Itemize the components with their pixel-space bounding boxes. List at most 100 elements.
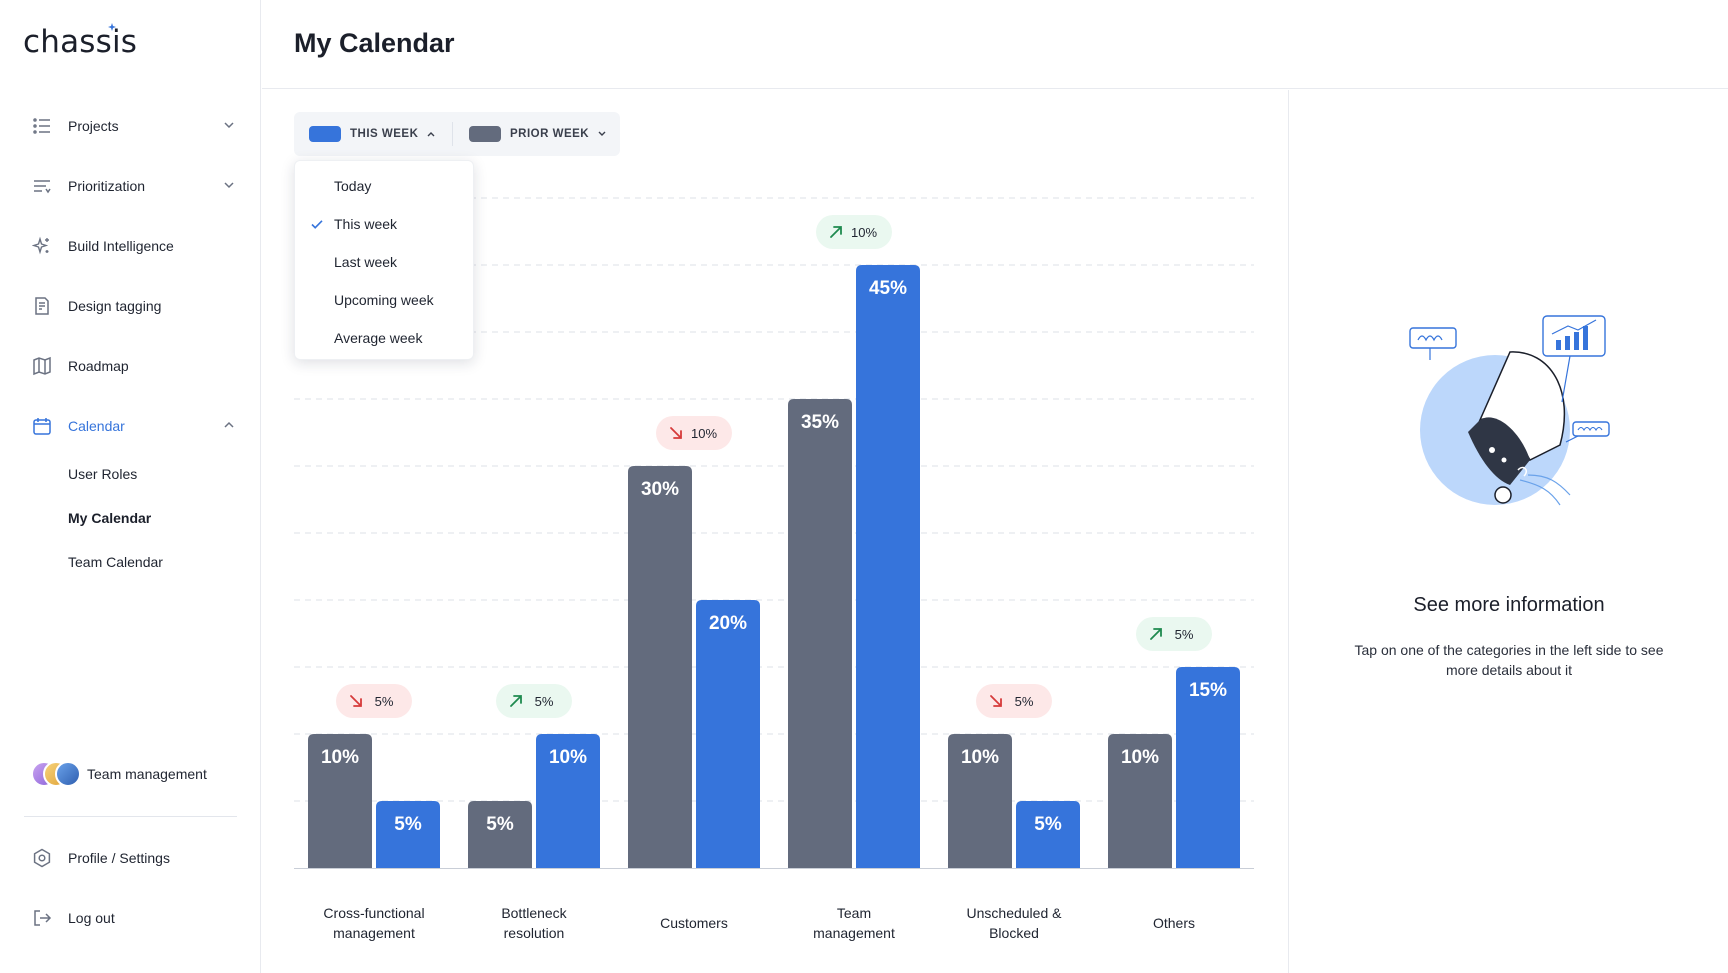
bar-this-week xyxy=(1016,801,1080,868)
sidebar-item-calendar[interactable]: Calendar xyxy=(31,411,236,441)
change-badge xyxy=(976,684,1052,718)
arrow-down-right-icon xyxy=(990,695,1002,707)
settings-icon xyxy=(31,847,53,869)
profile-settings-link[interactable]: Profile / Settings xyxy=(31,843,236,873)
chevron-down-icon[interactable] xyxy=(222,118,236,132)
bar-prior-week xyxy=(308,734,372,868)
bar-this-week xyxy=(536,734,600,868)
change-badge xyxy=(1136,617,1212,651)
category-label: management xyxy=(333,925,415,941)
bar-value-label: 45% xyxy=(869,278,907,299)
bar-prior-week xyxy=(788,399,852,868)
sidebar-item-roadmap[interactable]: Roadmap xyxy=(31,351,236,381)
category-label: resolution xyxy=(504,925,565,941)
bar-value-label: 15% xyxy=(1189,680,1227,701)
arrow-up-right-icon xyxy=(510,695,522,707)
sidebar-sub-team-calendar[interactable]: Team Calendar xyxy=(68,554,163,570)
megaphone-illustration xyxy=(1409,315,1610,506)
avatar xyxy=(55,761,81,787)
category-label: Others xyxy=(1153,915,1195,931)
bar-value-label: 5% xyxy=(1034,814,1062,835)
dropdown-option-last-week[interactable]: Last week xyxy=(295,247,475,277)
dropdown-option-this-week[interactable]: This week xyxy=(295,209,475,239)
chevron-up-icon xyxy=(427,132,435,137)
team-avatars xyxy=(31,761,85,787)
bar-value-label: 10% xyxy=(549,747,587,768)
change-badge-label: 5% xyxy=(535,694,554,709)
sidebar-item-label: Calendar xyxy=(68,418,125,434)
change-badge xyxy=(656,416,732,450)
week-dropdown-menu: Today This week Last week Upcoming week … xyxy=(294,160,474,360)
legend-bar: THIS WEEK PRIOR WEEK xyxy=(294,112,620,156)
bar-this-week xyxy=(696,600,760,868)
sidebar-item-label: Roadmap xyxy=(68,358,129,374)
logout-link[interactable]: Log out xyxy=(31,903,236,933)
sidebar-item-design-tagging[interactable]: Design tagging xyxy=(31,291,236,321)
dropdown-option-label: Last week xyxy=(334,254,398,270)
dropdown-option-label: Average week xyxy=(334,330,423,346)
logout-label: Log out xyxy=(68,910,115,926)
dropdown-option-label: Today xyxy=(334,178,372,194)
bar-this-week xyxy=(1176,667,1240,868)
category-label: Customers xyxy=(660,915,728,931)
category-label: Unscheduled & xyxy=(967,905,1063,921)
chevron-down-icon[interactable] xyxy=(222,178,236,192)
arrow-down-right-icon xyxy=(670,427,682,439)
sidebar-item-label: Design tagging xyxy=(68,298,162,314)
sidebar-sub-user-roles[interactable]: User Roles xyxy=(68,466,138,482)
bar-value-label: 5% xyxy=(486,814,514,835)
dropdown-option-label: Upcoming week xyxy=(334,292,434,308)
info-panel-title: See more information xyxy=(1413,594,1605,616)
prior-week-label: PRIOR WEEK xyxy=(510,128,590,140)
chart-panel: 10% 5% 5% Cross-functional management 5% 10% 5%… xyxy=(262,90,1289,973)
dropdown-option-today[interactable]: Today xyxy=(295,171,475,201)
team-management-link[interactable]: Team management xyxy=(31,760,207,788)
sidebar-item-label: Projects xyxy=(68,118,119,134)
sidebar-item-prioritization[interactable]: Prioritization xyxy=(31,171,236,201)
sidebar-item-projects[interactable]: Projects xyxy=(31,111,236,141)
check-icon xyxy=(311,220,323,229)
dropdown-option-upcoming-week[interactable]: Upcoming week xyxy=(295,285,475,315)
sidebar: chassis Projects Prioritization Build In… xyxy=(0,0,261,973)
bar-this-week xyxy=(856,265,920,868)
this-week-label: THIS WEEK xyxy=(350,128,419,140)
sidebar-item-label: Build Intelligence xyxy=(68,238,174,254)
bar-value-label: 10% xyxy=(1121,747,1159,768)
page-header: My Calendar xyxy=(262,0,1728,89)
calendar-icon xyxy=(31,415,53,437)
change-badge-label: 10% xyxy=(851,225,877,240)
logout-icon xyxy=(31,907,53,929)
bar-value-label: 35% xyxy=(801,412,839,433)
info-panel-description: Tap on one of the categories in the left… xyxy=(1354,642,1664,678)
category-label: Blocked xyxy=(989,925,1039,941)
sidebar-item-build-intelligence[interactable]: Build Intelligence xyxy=(31,231,236,261)
change-badge xyxy=(816,215,892,249)
chevron-up-icon[interactable] xyxy=(222,418,236,432)
arrow-up-right-icon xyxy=(1150,628,1162,640)
filter-lines-icon xyxy=(31,175,53,197)
chevron-down-icon xyxy=(598,131,606,136)
dropdown-option-label: This week xyxy=(334,216,398,232)
sidebar-sub-my-calendar[interactable]: My Calendar xyxy=(68,510,152,526)
bar-this-week xyxy=(376,801,440,868)
page-title: My Calendar xyxy=(294,28,455,58)
bar-prior-week xyxy=(1108,734,1172,868)
bar-value-label: 20% xyxy=(709,613,747,634)
sidebar-item-label: Prioritization xyxy=(68,178,146,194)
bar-value-label: 5% xyxy=(394,814,422,835)
legend-separator xyxy=(452,122,453,146)
profile-settings-label: Profile / Settings xyxy=(68,850,170,866)
bar-value-label: 10% xyxy=(961,747,999,768)
logo-star-icon xyxy=(108,23,116,31)
bar-value-label: 10% xyxy=(321,747,359,768)
change-badge-label: 5% xyxy=(375,694,394,709)
dropdown-option-average-week[interactable]: Average week xyxy=(295,323,475,353)
prior-week-toggle[interactable]: PRIOR WEEK xyxy=(469,112,608,156)
bar-value-label: 30% xyxy=(641,479,679,500)
this-week-toggle[interactable]: THIS WEEK xyxy=(309,112,437,156)
change-badge-label: 5% xyxy=(1175,627,1194,642)
app-logo[interactable]: chassis xyxy=(23,24,138,60)
category-label: Team xyxy=(837,905,871,921)
bar-prior-week xyxy=(628,466,692,868)
sparkle-icon xyxy=(31,235,53,257)
